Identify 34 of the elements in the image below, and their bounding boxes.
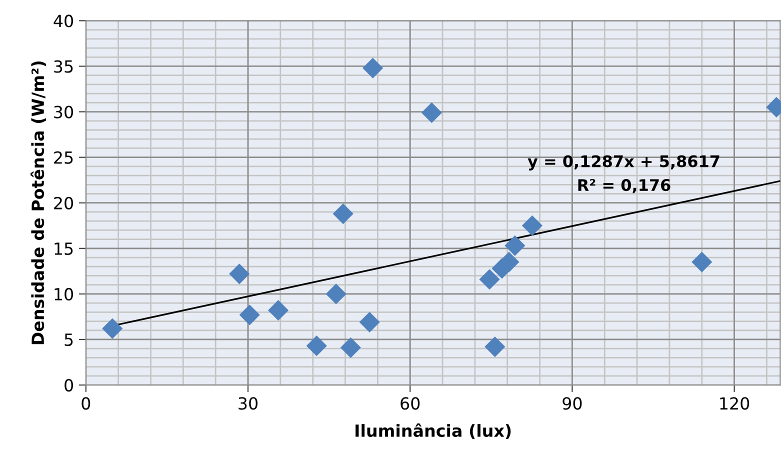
y-tick-label: 5	[64, 334, 73, 346]
x-axis-title: Iluminância (lux)	[356, 423, 511, 439]
point	[692, 252, 712, 272]
y-tick-label: 10	[54, 288, 73, 301]
x-tick-label: 120	[720, 397, 750, 410]
y-tick-label: 15	[54, 242, 73, 255]
point	[306, 336, 327, 356]
point	[421, 102, 442, 123]
x-tick-label: 60	[400, 397, 420, 410]
point	[340, 337, 361, 358]
point	[239, 304, 260, 326]
point	[484, 336, 506, 358]
point	[229, 264, 250, 284]
point	[362, 58, 384, 78]
point	[359, 312, 380, 332]
y-tick-label: 0	[64, 378, 73, 392]
point	[479, 269, 500, 290]
y-tick-label: 20	[54, 196, 73, 210]
x-tick-label: 30	[238, 397, 258, 410]
point	[102, 318, 123, 339]
y-tick-label: 30	[54, 106, 73, 118]
y-axis-title: Densidade de Potência (W/m²)	[30, 61, 46, 344]
y-tick-label: 40	[54, 14, 73, 28]
point	[522, 215, 543, 236]
annotation: R² = 0,176	[578, 179, 670, 194]
x-tick-label: 90	[562, 397, 582, 410]
point	[326, 284, 346, 304]
annotation: y = 0,1287x + 5,8617	[528, 155, 720, 171]
point	[504, 235, 526, 256]
point	[332, 203, 354, 224]
x-tick-label: 0	[82, 397, 90, 410]
y-tick-label: 25	[54, 151, 73, 164]
point	[268, 300, 289, 321]
y-tick-label: 35	[54, 60, 73, 73]
